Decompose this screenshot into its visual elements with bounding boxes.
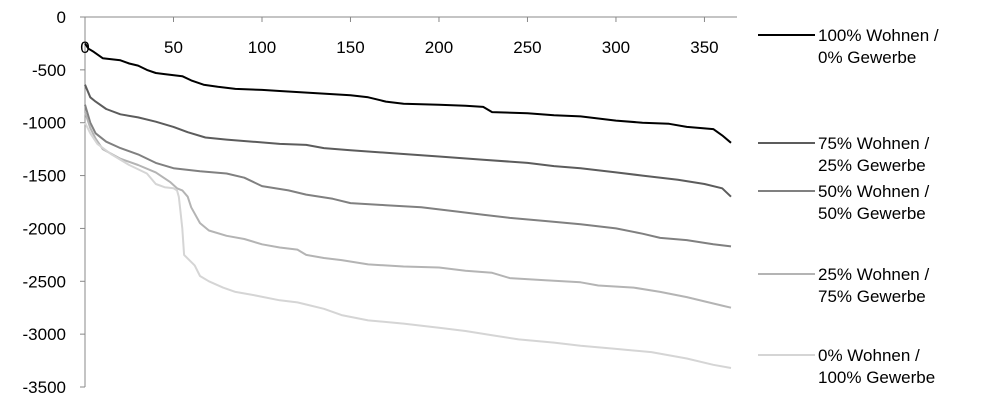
legend-label-1-1: 25% Gewerbe [818, 156, 926, 175]
x-tick-label: 250 [513, 38, 541, 57]
x-tick-label: 100 [248, 38, 276, 57]
x-tick-label: 50 [164, 38, 183, 57]
y-tick-label: -3500 [23, 378, 66, 397]
y-tick-label: -1500 [23, 167, 66, 186]
legend-label-3-1: 75% Gewerbe [818, 287, 926, 306]
series-line-0 [84, 42, 732, 144]
legend-label-0-0: 100% Wohnen / [818, 26, 939, 45]
series-line-1 [84, 84, 732, 198]
x-tick-label: 0 [80, 38, 89, 57]
y-tick-label: -2500 [23, 272, 66, 291]
y-tick-label: -3000 [23, 325, 66, 344]
legend-label-4-0: 0% Wohnen / [818, 346, 920, 365]
x-tick-label: 200 [425, 38, 453, 57]
legend-label-4-1: 100% Gewerbe [818, 368, 935, 387]
legend-label-1-0: 75% Wohnen / [818, 134, 929, 153]
x-tick-label: 350 [690, 38, 718, 57]
y-tick-label: -1000 [23, 114, 66, 133]
legend-label-3-0: 25% Wohnen / [818, 265, 929, 284]
plot-area [84, 42, 732, 369]
x-tick-label: 300 [602, 38, 630, 57]
y-tick-label: 0 [57, 8, 66, 27]
legend: 100% Wohnen / 0% Gewerbe 75% Wohnen / 25% G… [758, 26, 939, 387]
legend-label-2-0: 50% Wohnen / [818, 182, 929, 201]
series-line-4 [84, 122, 732, 369]
y-tick-label: -2000 [23, 219, 66, 238]
y-tick-label: -500 [32, 61, 66, 80]
axes: 0 -500 -1000 -1500 -2000 -2500 -3000 -3500 0 50 10… [23, 8, 737, 397]
legend-label-0-1: 0% Gewerbe [818, 48, 916, 67]
legend-label-2-1: 50% Gewerbe [818, 204, 926, 223]
series-line-3 [84, 111, 732, 309]
series-line-2 [84, 104, 732, 248]
x-tick-label: 150 [336, 38, 364, 57]
